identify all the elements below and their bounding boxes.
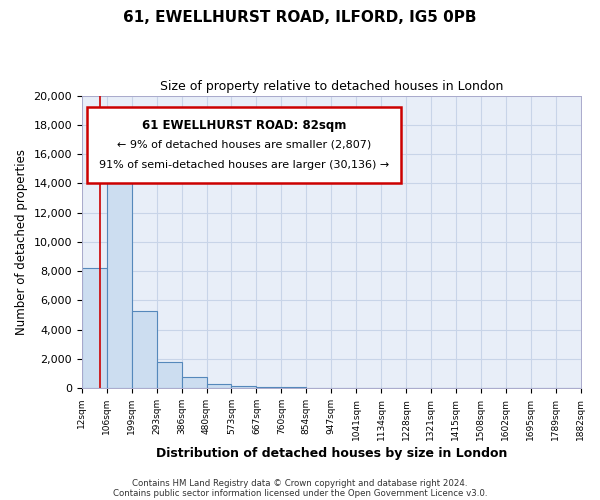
X-axis label: Distribution of detached houses by size in London: Distribution of detached houses by size …	[155, 447, 507, 460]
Y-axis label: Number of detached properties: Number of detached properties	[15, 149, 28, 335]
Text: 61, EWELLHURST ROAD, ILFORD, IG5 0PB: 61, EWELLHURST ROAD, ILFORD, IG5 0PB	[123, 10, 477, 25]
FancyBboxPatch shape	[87, 108, 401, 184]
Text: 61 EWELLHURST ROAD: 82sqm: 61 EWELLHURST ROAD: 82sqm	[142, 119, 346, 132]
Text: 91% of semi-detached houses are larger (30,136) →: 91% of semi-detached houses are larger (…	[99, 160, 389, 170]
Text: ← 9% of detached houses are smaller (2,807): ← 9% of detached houses are smaller (2,8…	[117, 140, 371, 149]
Text: Contains public sector information licensed under the Open Government Licence v3: Contains public sector information licen…	[113, 488, 487, 498]
Title: Size of property relative to detached houses in London: Size of property relative to detached ho…	[160, 80, 503, 93]
Bar	[157, 362, 182, 388]
Text: Contains HM Land Registry data © Crown copyright and database right 2024.: Contains HM Land Registry data © Crown c…	[132, 478, 468, 488]
Bar	[206, 384, 232, 388]
Bar	[256, 386, 281, 388]
Bar	[82, 268, 107, 388]
Bar	[232, 386, 256, 388]
Bar	[107, 147, 132, 388]
Bar	[182, 377, 206, 388]
Bar	[132, 310, 157, 388]
